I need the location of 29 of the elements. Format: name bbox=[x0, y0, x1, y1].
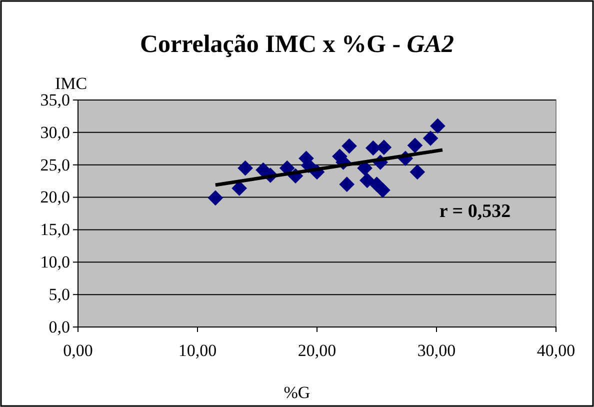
y-tick-label: 15,0 bbox=[40, 220, 70, 240]
y-tick-label: 20,0 bbox=[40, 188, 70, 207]
point bbox=[410, 164, 426, 180]
y-tick-label: 10,0 bbox=[40, 252, 70, 272]
annotation: r = 0,532 bbox=[439, 201, 511, 222]
x-tick-label: 0,00 bbox=[63, 341, 93, 360]
point bbox=[422, 130, 438, 146]
y-tick-label: 35,0 bbox=[40, 90, 70, 110]
x-axis-title: %G bbox=[284, 383, 310, 402]
x-tick-label: 10,00 bbox=[178, 341, 217, 360]
x-tick-label: 40,00 bbox=[536, 341, 576, 360]
point bbox=[232, 180, 247, 196]
point bbox=[238, 160, 253, 176]
point bbox=[342, 138, 357, 154]
y-tick-label: 0,0 bbox=[48, 317, 70, 336]
point bbox=[208, 190, 224, 206]
x-tick-label: 20,00 bbox=[298, 341, 336, 360]
chart-title: Correlação IMC x %G - GA2 bbox=[140, 31, 454, 58]
point bbox=[430, 118, 446, 134]
y-tick-label: 30,0 bbox=[40, 122, 70, 142]
point bbox=[407, 138, 423, 154]
x-tick-label: 30,00 bbox=[417, 341, 456, 360]
point bbox=[360, 172, 375, 188]
y-tick-label: 25,0 bbox=[40, 155, 70, 174]
y-axis-title: IMC bbox=[55, 74, 88, 93]
point bbox=[339, 176, 355, 192]
y-tick-label: 5,0 bbox=[48, 285, 70, 304]
point bbox=[375, 182, 390, 198]
point bbox=[376, 140, 392, 156]
